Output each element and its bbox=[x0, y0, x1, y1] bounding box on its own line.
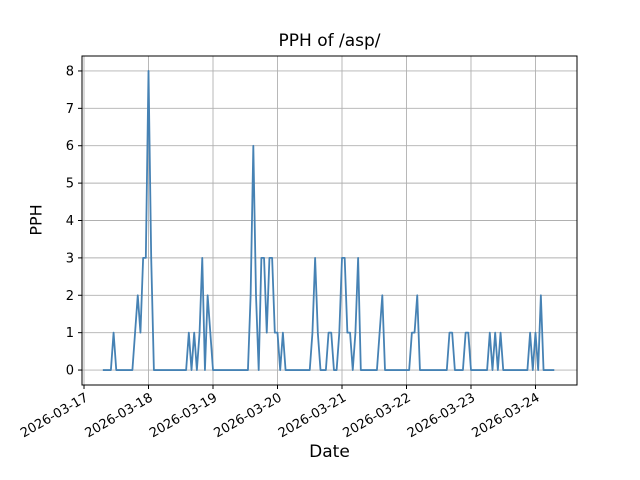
svg-text:2026-03-19: 2026-03-19 bbox=[147, 390, 220, 441]
chart-title: PPH of /asp/ bbox=[278, 31, 381, 51]
grid-lines bbox=[82, 56, 577, 385]
svg-text:2026-03-18: 2026-03-18 bbox=[83, 390, 156, 441]
svg-text:0: 0 bbox=[66, 364, 74, 379]
svg-text:2026-03-21: 2026-03-21 bbox=[276, 390, 349, 441]
svg-text:6: 6 bbox=[66, 139, 74, 154]
svg-text:2: 2 bbox=[66, 289, 74, 304]
pph-line-series bbox=[102, 70, 555, 371]
svg-text:2026-03-22: 2026-03-22 bbox=[341, 390, 414, 441]
y-tick-labels: 0 1 2 3 4 5 6 7 8 bbox=[66, 64, 74, 378]
svg-text:4: 4 bbox=[66, 214, 74, 229]
axis-ticks bbox=[78, 70, 536, 389]
x-tick-labels: 2026-03-172026-03-182026-03-192026-03-20… bbox=[18, 390, 542, 441]
svg-text:5: 5 bbox=[66, 177, 74, 192]
svg-text:2026-03-17: 2026-03-17 bbox=[18, 390, 91, 441]
svg-text:8: 8 bbox=[66, 64, 74, 79]
x-axis-label: Date bbox=[309, 442, 350, 462]
svg-text:7: 7 bbox=[66, 102, 74, 117]
svg-text:1: 1 bbox=[66, 326, 74, 341]
svg-text:2026-03-20: 2026-03-20 bbox=[212, 390, 285, 441]
svg-text:2026-03-23: 2026-03-23 bbox=[405, 390, 478, 441]
svg-text:2026-03-24: 2026-03-24 bbox=[470, 390, 543, 441]
svg-text:3: 3 bbox=[66, 251, 74, 266]
